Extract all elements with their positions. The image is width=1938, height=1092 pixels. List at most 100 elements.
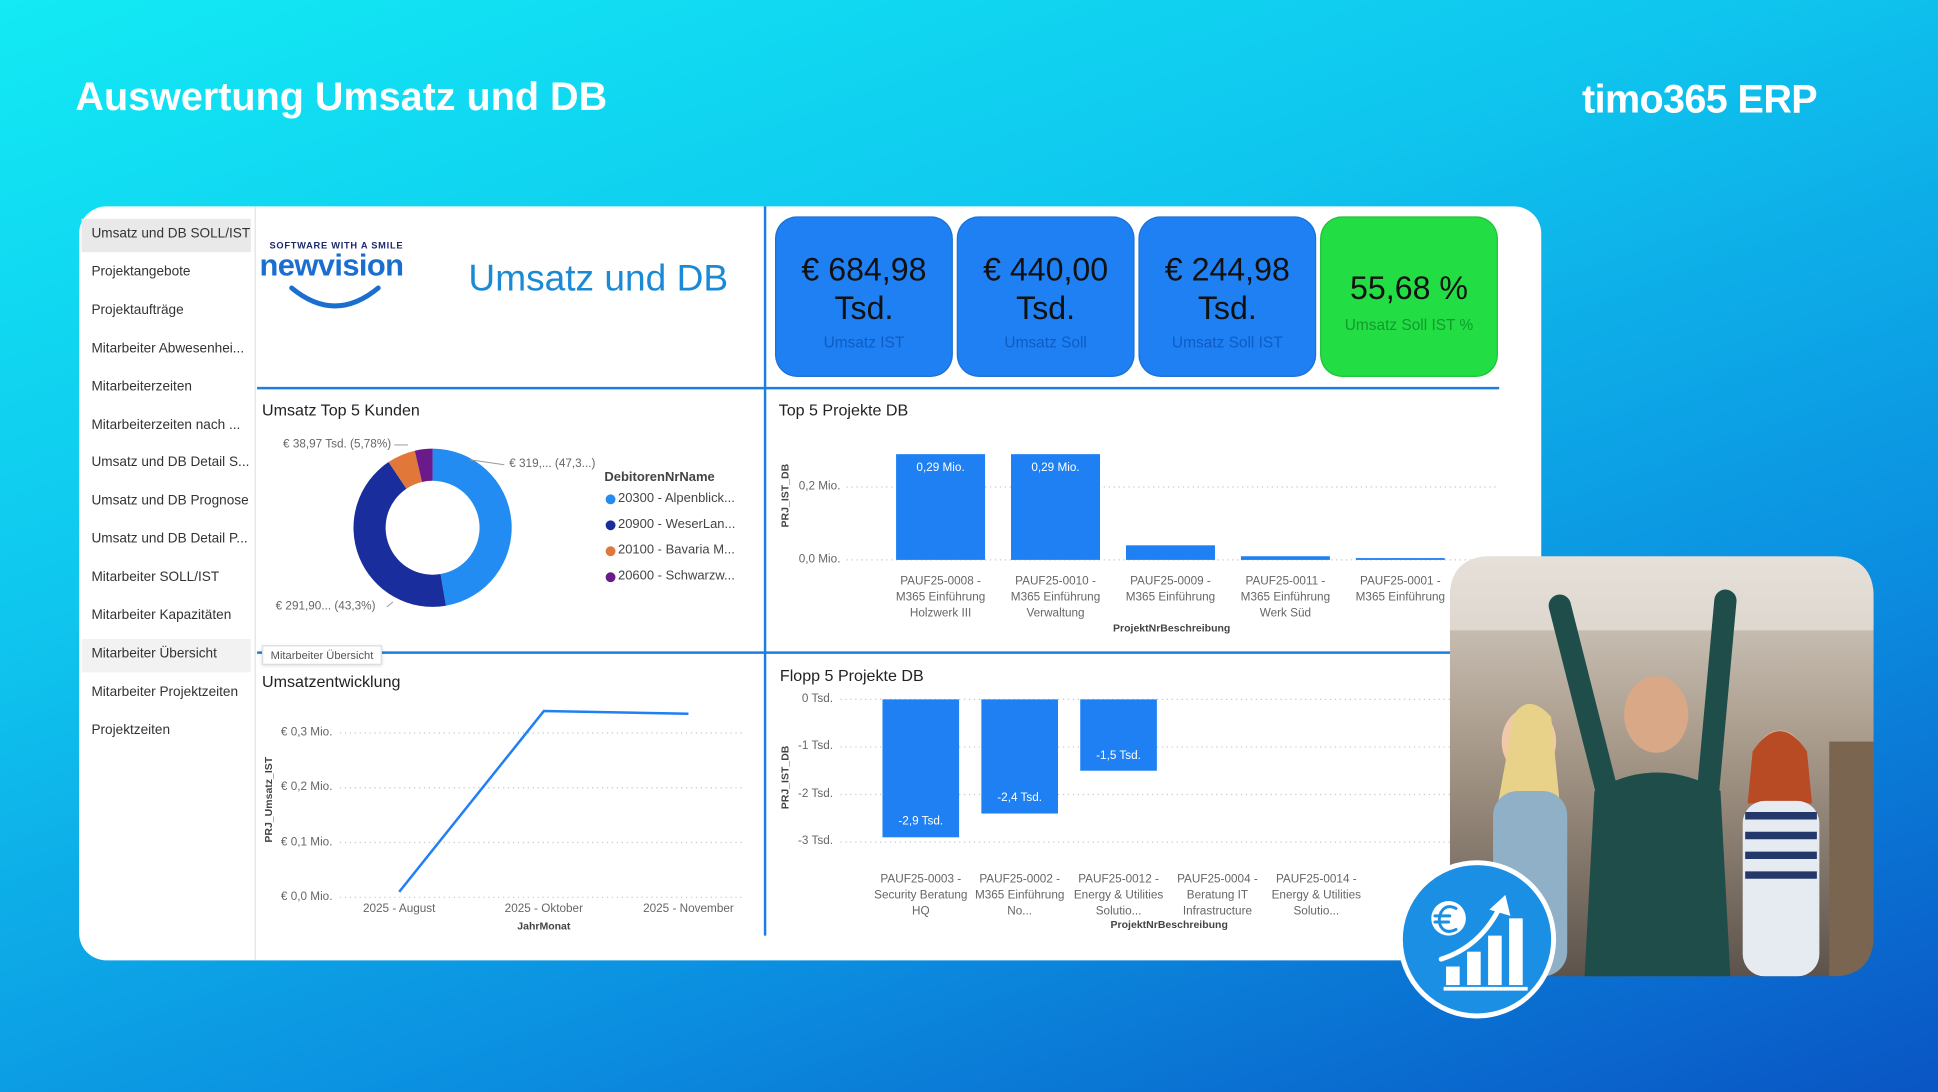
y-tick-label: € 0,1 Mio. bbox=[280, 835, 333, 849]
x-tick-label: PAUF25-0010 - M365 Einführung Verwaltung bbox=[1010, 574, 1101, 621]
page-title: Auswertung Umsatz und DB bbox=[75, 74, 608, 119]
legend-label: 20600 - Schwarzw... bbox=[617, 568, 735, 584]
report-title: Umsatz und DB bbox=[468, 258, 729, 300]
person-arms bbox=[1548, 589, 1737, 803]
y-tick-label: 0 Tsd. bbox=[801, 691, 834, 706]
x-tick-label: 2025 - November bbox=[643, 902, 734, 916]
data-label: -1,5 Tsd. bbox=[1096, 748, 1141, 763]
nav-item-label[interactable]: Umsatz und DB Detail P... bbox=[91, 531, 248, 547]
nav-item[interactable] bbox=[81, 638, 251, 673]
person-body bbox=[1584, 772, 1731, 977]
data-label: -2,9 Tsd. bbox=[898, 815, 944, 829]
nav-item-label[interactable]: Mitarbeiterzeiten bbox=[91, 378, 192, 394]
y-tick-label: -3 Tsd. bbox=[798, 834, 834, 849]
brand-logo: timo365 ERP bbox=[1582, 76, 1818, 122]
donut-slice bbox=[432, 448, 512, 606]
data-label: 0,29 Mio. bbox=[916, 461, 965, 476]
person-side bbox=[1829, 741, 1874, 977]
nav-item-label[interactable]: Mitarbeiter Abwesenhei... bbox=[91, 340, 245, 356]
legend-swatch bbox=[605, 520, 616, 531]
nav-item-label[interactable]: Projektzeiten bbox=[91, 722, 171, 738]
bar bbox=[1080, 699, 1157, 771]
legend-label: 20900 - WeserLan... bbox=[617, 516, 736, 532]
kpi-card bbox=[774, 216, 953, 377]
chart-title: Flopp 5 Projekte DB bbox=[779, 666, 924, 685]
legend-title: DebitorenNrName bbox=[604, 469, 715, 485]
nav-item-label[interactable]: Umsatz und DB Prognose bbox=[91, 493, 249, 509]
donut-slice bbox=[414, 448, 433, 483]
y-tick-label: 0,0 Mio. bbox=[798, 552, 841, 567]
legend-swatch bbox=[605, 494, 616, 505]
legend-swatch bbox=[605, 572, 616, 583]
nav-item-label[interactable]: Umsatz und DB Detail S... bbox=[91, 455, 250, 471]
y-tick-label: € 0,2 Mio. bbox=[280, 780, 333, 794]
bar bbox=[896, 454, 986, 560]
logo-smile bbox=[289, 285, 381, 309]
legend-label: 20100 - Bavaria M... bbox=[617, 542, 735, 558]
nav-item-label[interactable]: Mitarbeiter Projektzeiten bbox=[91, 684, 239, 700]
kpi-value: € 684,98 Tsd. bbox=[801, 250, 927, 327]
bar bbox=[882, 699, 960, 838]
nav-item-label[interactable]: Mitarbeiter SOLL/IST bbox=[91, 569, 220, 585]
nav-item-label[interactable]: Projektaufträge bbox=[91, 302, 184, 318]
bar bbox=[1355, 558, 1445, 560]
person-hair bbox=[1497, 703, 1560, 804]
x-axis-label: JahrMonat bbox=[517, 919, 571, 932]
bar bbox=[1011, 454, 1101, 560]
x-tick-label: 2025 - Oktober bbox=[504, 902, 583, 916]
x-axis-label: ProjektNrBeschreibung bbox=[1113, 621, 1231, 635]
x-axis-label: ProjektNrBeschreibung bbox=[1110, 918, 1228, 931]
kpi-label: Umsatz Soll IST bbox=[1171, 333, 1283, 352]
nav-item-label[interactable]: Mitarbeiter Kapazitäten bbox=[91, 608, 232, 623]
nav-item-label[interactable]: Mitarbeiterzeiten nach ... bbox=[91, 417, 241, 432]
kpi-card bbox=[1138, 216, 1317, 377]
data-label: € 319,... (47,3...) bbox=[509, 457, 596, 471]
leader-line bbox=[469, 459, 505, 466]
shirt-stripes bbox=[1745, 812, 1817, 879]
logo-tagline: SOFTWARE WITH A SMILE bbox=[269, 239, 404, 251]
kpi-label: Umsatz IST bbox=[823, 333, 905, 352]
kpi-value: € 244,98 Tsd. bbox=[1164, 250, 1290, 327]
line-series bbox=[398, 709, 689, 893]
x-tick-label: PAUF25-0009 - M365 Einführung bbox=[1125, 574, 1216, 605]
x-tick-label: PAUF25-0012 - Energy & Utilities Solutio… bbox=[1073, 872, 1164, 919]
chart-title: Umsatz Top 5 Kunden bbox=[262, 400, 420, 419]
kpi-label: Umsatz Soll IST % bbox=[1344, 316, 1474, 334]
icon-arrow bbox=[1438, 903, 1503, 962]
y-tick-label: 0,2 Mio. bbox=[798, 479, 841, 494]
nav-item-label[interactable]: Mitarbeiter Übersicht bbox=[91, 646, 217, 662]
donut-slice bbox=[353, 462, 446, 607]
x-tick-label: PAUF25-0011 - M365 Einführung Werk Süd bbox=[1240, 574, 1331, 621]
leader-line bbox=[386, 601, 394, 608]
icon-bar bbox=[1509, 918, 1523, 986]
bar bbox=[1125, 545, 1215, 560]
x-tick-label: PAUF25-0003 - Security Beratung HQ bbox=[874, 872, 968, 919]
x-tick-label: PAUF25-0014 - Energy & Utilities Solutio… bbox=[1271, 872, 1362, 919]
x-tick-label: 2025 - August bbox=[362, 902, 436, 916]
icon-euro bbox=[1433, 905, 1458, 933]
nav-item-label[interactable]: Projektangebote bbox=[91, 264, 191, 280]
x-tick-label: PAUF25-0002 - M365 Einführung No... bbox=[974, 872, 1065, 919]
data-label: € 291,90... (43,3%) bbox=[275, 599, 376, 614]
kpi-label: Umsatz Soll bbox=[1004, 333, 1087, 352]
nav-item-label[interactable]: Umsatz und DB SOLL/IST bbox=[91, 226, 251, 242]
donut-slice bbox=[388, 450, 422, 489]
data-label: 0,29 Mio. bbox=[1031, 461, 1080, 476]
data-label: -2,4 Tsd. bbox=[997, 791, 1043, 805]
icon-bar bbox=[1467, 951, 1481, 986]
sidebar-border bbox=[254, 206, 256, 961]
person-face bbox=[1624, 676, 1689, 753]
data-label: € 38,97 Tsd. (5,78%) bbox=[283, 437, 392, 452]
chart-title: Top 5 Projekte DB bbox=[778, 400, 909, 419]
bar bbox=[981, 699, 1058, 814]
nav-item[interactable] bbox=[81, 218, 251, 253]
icon-bar bbox=[1488, 935, 1502, 986]
kpi-card bbox=[1320, 216, 1498, 377]
person-body bbox=[1742, 800, 1820, 977]
person-hair bbox=[1747, 731, 1812, 804]
x-tick-label: PAUF25-0001 - M365 Einführung bbox=[1355, 574, 1446, 605]
tooltip: Mitarbeiter Übersicht bbox=[262, 645, 382, 665]
